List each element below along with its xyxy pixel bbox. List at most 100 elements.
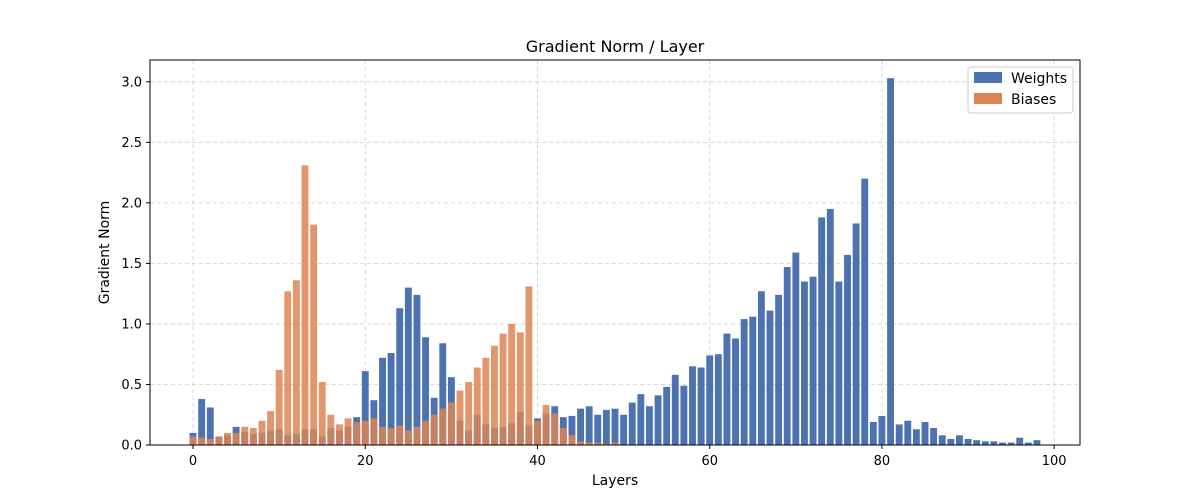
biases-bar — [404, 430, 412, 445]
x-tick-label: 80 — [874, 454, 891, 469]
legend-swatch-weights — [974, 72, 1002, 83]
biases-bar — [430, 414, 438, 445]
weights-bar — [895, 424, 903, 445]
biases-bar — [491, 345, 498, 445]
weights-bar — [439, 343, 447, 445]
weights-bar — [663, 386, 671, 445]
weights-bar — [749, 316, 757, 445]
biases-bar — [447, 402, 455, 445]
weights-bar — [577, 408, 584, 445]
weights-bar — [732, 338, 739, 445]
weights-bar — [568, 415, 576, 445]
biases-bar — [396, 425, 404, 445]
weights-bar — [396, 308, 404, 445]
weights-bar — [671, 374, 679, 445]
biases-bar — [336, 424, 343, 445]
y-tick-label: 1.5 — [121, 257, 142, 272]
weights-bar — [689, 366, 696, 445]
weights-bar — [852, 223, 860, 445]
legend: Weights Biases — [967, 66, 1074, 114]
weights-bar — [869, 421, 877, 445]
biases-bar — [206, 438, 214, 445]
biases-bar — [594, 442, 602, 445]
biases-bar — [525, 286, 533, 445]
y-tick-label: 2.0 — [121, 196, 142, 211]
y-tick-label: 0.0 — [121, 439, 142, 454]
weights-bar — [714, 354, 722, 445]
biases-bar — [344, 418, 352, 445]
biases-bar — [577, 441, 584, 445]
biases-bar — [189, 436, 197, 445]
weights-bar — [801, 281, 808, 445]
biases-bar — [275, 369, 283, 445]
biases-bar — [310, 224, 318, 445]
weights-bar — [757, 291, 765, 445]
plot-area-frame — [149, 59, 1081, 446]
y-tick-label: 0.5 — [121, 378, 142, 393]
weights-bar — [775, 294, 783, 445]
weights-bar — [990, 441, 998, 445]
weights-bar — [723, 333, 731, 445]
biases-bar — [611, 442, 619, 445]
weights-bar — [413, 294, 421, 445]
weights-bar — [637, 394, 645, 445]
biases-bar — [224, 432, 231, 445]
biases-bar — [241, 426, 249, 445]
weights-bar — [198, 398, 206, 445]
weights-bar — [792, 252, 800, 445]
biases-bar — [456, 390, 464, 445]
biases-bar — [439, 408, 447, 445]
weights-bar — [206, 407, 214, 445]
chart-title: Gradient Norm / Layer — [526, 37, 705, 56]
biases-bar — [482, 357, 490, 445]
biases-bar — [422, 420, 429, 445]
x-tick-label: 40 — [529, 454, 546, 469]
x-tick-label: 20 — [357, 454, 374, 469]
weights-bar — [766, 310, 774, 445]
x-tick-label: 60 — [701, 454, 718, 469]
weights-bar — [1007, 442, 1015, 445]
weights-bar — [956, 435, 963, 445]
weights-bar — [999, 442, 1006, 445]
weights-bar — [844, 254, 851, 445]
weights-bar — [680, 385, 688, 445]
y-tick-label: 2.5 — [121, 136, 142, 151]
weights-bar — [912, 429, 920, 445]
biases-bar — [542, 405, 550, 445]
weights-bar — [379, 357, 386, 445]
biases-bar — [361, 420, 369, 445]
weights-bar — [654, 395, 662, 445]
weights-bar — [947, 438, 955, 445]
weights-bar — [861, 178, 869, 445]
weights-bar — [602, 409, 610, 445]
weights-bar — [964, 438, 972, 445]
biases-bar — [413, 426, 421, 445]
weights-bar — [1016, 437, 1024, 445]
weights-bar — [361, 371, 369, 445]
biases-bar — [465, 382, 473, 445]
weights-bar — [783, 267, 791, 445]
weights-bar — [620, 414, 628, 445]
weights-bar — [887, 78, 894, 446]
biases-bar — [499, 333, 507, 445]
biases-bar — [602, 443, 610, 445]
x-axis-ticks: 0 20 40 60 80 100 — [189, 445, 1067, 469]
weights-bar — [585, 406, 593, 445]
biases-bar — [198, 437, 206, 445]
biases-bar — [516, 332, 524, 445]
weights-bar — [921, 421, 929, 445]
weights-bar — [930, 428, 938, 445]
weights-bar — [973, 440, 981, 445]
biases-bar — [370, 418, 378, 445]
x-axis-label: Layers — [592, 473, 638, 489]
biases-bar — [534, 420, 541, 445]
x-tick-label: 0 — [189, 454, 197, 469]
weights-bar — [611, 408, 619, 445]
weights-bar — [818, 217, 826, 445]
biases-bar — [292, 280, 300, 445]
weights-bar — [981, 441, 989, 445]
y-tick-label: 3.0 — [121, 75, 142, 90]
weights-bar — [594, 414, 602, 445]
biases-bar — [559, 428, 567, 445]
biases-bar — [387, 428, 395, 445]
